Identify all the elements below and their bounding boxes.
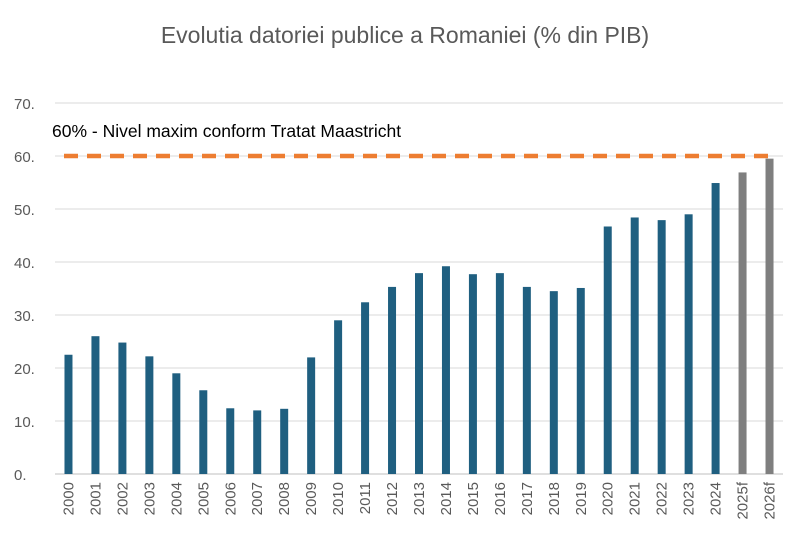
x-tick-label: 2014 xyxy=(438,482,455,515)
y-tick-label: 70. xyxy=(14,96,35,113)
x-tick-label: 2006 xyxy=(222,482,239,515)
bar-2011 xyxy=(361,302,370,474)
y-tick-label: 50. xyxy=(14,202,35,219)
x-tick-label: 2002 xyxy=(114,482,131,515)
chart-title: Evolutia datoriei publice a Romaniei (% … xyxy=(161,22,649,48)
bar-2000 xyxy=(64,354,73,474)
y-axis-ticks: 0. 10. 20. 30. 40. 50. 60. 70. xyxy=(14,96,35,484)
bar-2026f xyxy=(765,158,774,474)
reference-line-group: 60% - Nivel maxim conform Tratat Maastri… xyxy=(52,121,770,159)
x-tick-label: 2016 xyxy=(492,482,509,515)
bar-2020 xyxy=(603,226,612,474)
x-tick-label: 2001 xyxy=(87,482,104,515)
x-tick-label: 2000 xyxy=(60,482,77,515)
bar-2010 xyxy=(334,320,343,474)
bar-2024 xyxy=(711,183,720,474)
x-tick-label: 2025f xyxy=(735,481,752,519)
bar-2006 xyxy=(226,408,235,474)
reference-line-label: 60% - Nivel maxim conform Tratat Maastri… xyxy=(52,121,401,141)
bar-2002 xyxy=(118,342,127,474)
x-tick-label: 2012 xyxy=(384,482,401,515)
x-tick-label: 2018 xyxy=(546,482,563,515)
bar-2008 xyxy=(280,408,289,474)
bar-2003 xyxy=(145,356,154,474)
bar-2014 xyxy=(441,266,450,474)
x-tick-label: 2010 xyxy=(330,482,347,515)
x-tick-label: 2013 xyxy=(411,482,428,515)
x-tick-label: 2008 xyxy=(276,482,293,515)
y-tick-label: 20. xyxy=(14,361,35,378)
x-tick-label: 2005 xyxy=(195,482,212,515)
bar-2018 xyxy=(549,291,558,474)
x-tick-label: 2024 xyxy=(708,482,725,515)
x-tick-label: 2020 xyxy=(600,482,617,515)
bar-2012 xyxy=(388,286,397,474)
y-tick-label: 60. xyxy=(14,149,35,166)
x-tick-label: 2022 xyxy=(654,482,671,515)
x-tick-label: 2009 xyxy=(303,482,320,515)
bar-2016 xyxy=(495,273,504,474)
x-axis-ticks: 2000 2001 2002 2003 2004 2005 2006 2007 2008 2009… xyxy=(60,481,778,519)
x-tick-label: 2003 xyxy=(141,482,158,515)
y-tick-label: 40. xyxy=(14,255,35,272)
bar-2023 xyxy=(684,214,693,475)
x-tick-label: 2017 xyxy=(519,482,536,515)
y-tick-label: 30. xyxy=(14,308,35,325)
x-tick-label: 2021 xyxy=(627,482,644,515)
bar-2004 xyxy=(172,373,181,474)
x-tick-label: 2023 xyxy=(681,482,698,515)
x-tick-label: 2007 xyxy=(249,482,266,515)
x-tick-label: 2004 xyxy=(168,482,185,515)
bar-2015 xyxy=(468,274,477,474)
x-tick-label: 2011 xyxy=(357,482,374,514)
bar-2009 xyxy=(307,357,316,474)
bar-2022 xyxy=(657,220,666,474)
x-tick-label: 2026f xyxy=(762,481,779,519)
y-tick-label: 10. xyxy=(14,414,35,431)
bars xyxy=(64,158,774,475)
y-tick-label: 0. xyxy=(14,467,27,484)
bar-2021 xyxy=(630,217,639,475)
bar-2007 xyxy=(253,410,262,474)
bar-2019 xyxy=(576,287,585,474)
x-tick-label: 2019 xyxy=(573,482,590,515)
bar-2005 xyxy=(199,390,208,474)
bar-2013 xyxy=(415,273,423,474)
bar-2025f xyxy=(738,172,747,474)
bar-2017 xyxy=(522,286,531,474)
bar-2001 xyxy=(91,336,100,474)
x-tick-label: 2015 xyxy=(465,482,482,515)
